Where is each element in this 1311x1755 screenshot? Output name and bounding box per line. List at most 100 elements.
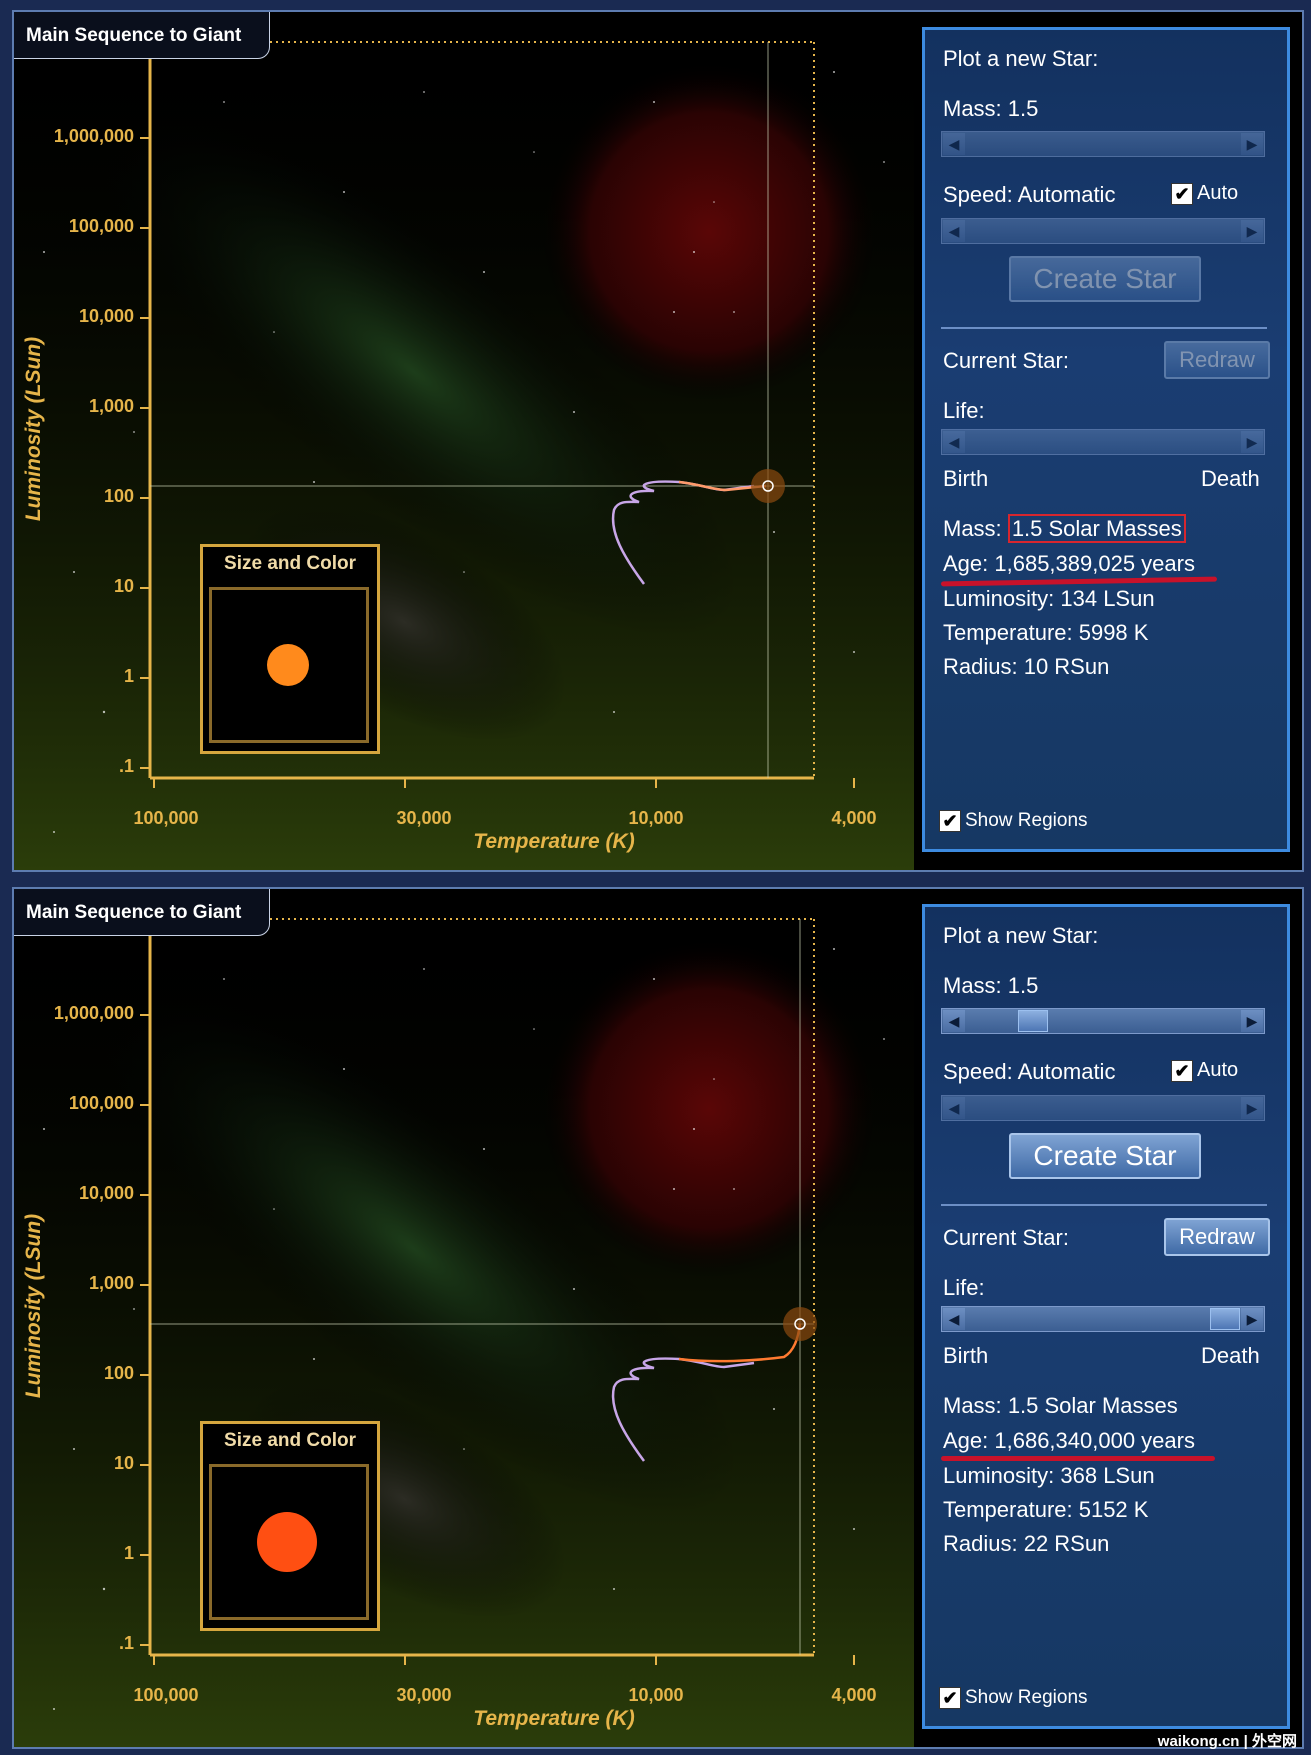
redraw-button[interactable]: Redraw xyxy=(1164,1218,1270,1256)
simulation-frame-1: Main Sequence to Giant Luminosity (LSun)… xyxy=(12,10,1304,872)
slider-right-arrow-icon[interactable]: ▶ xyxy=(1241,1097,1263,1119)
control-panel: Plot a new Star: Mass: 1.5 ◀ ▶ Speed: Au… xyxy=(922,27,1290,852)
star-radius-readout: Radius: 22 RSun xyxy=(943,1531,1110,1556)
x-tick-label: 10,000 xyxy=(628,1685,684,1705)
star-mass-readout: Mass: 1.5 Solar Masses xyxy=(943,1393,1178,1418)
auto-checkbox[interactable]: ✔ Auto xyxy=(1171,1059,1238,1082)
life-slider[interactable]: ◀ ▶ xyxy=(941,1306,1265,1332)
highlighted-mass-value: 1.5 Solar Masses xyxy=(1007,514,1186,543)
background-stars xyxy=(43,948,885,1710)
birth-label: Birth xyxy=(943,1343,989,1368)
y-tick-label: 10 xyxy=(113,1453,134,1473)
mass-slider[interactable]: ◀ ▶ xyxy=(941,131,1265,157)
show-regions-checkbox[interactable]: ✔ Show Regions xyxy=(939,1687,1088,1709)
slider-right-arrow-icon[interactable]: ▶ xyxy=(1241,220,1263,242)
slider-left-arrow-icon[interactable]: ◀ xyxy=(943,1097,965,1119)
x-tick-label: 4,000 xyxy=(831,808,877,828)
giant-region xyxy=(539,62,879,402)
star-mass-readout: Mass: 1.5 Solar Masses xyxy=(943,514,1186,543)
create-star-button[interactable]: Create Star xyxy=(1009,256,1201,302)
slider-right-arrow-icon[interactable]: ▶ xyxy=(1241,1010,1263,1032)
hr-diagram-area: Main Sequence to Giant Luminosity (LSun)… xyxy=(14,889,914,1747)
checkmark-icon[interactable]: ✔ xyxy=(1171,182,1193,205)
redraw-button[interactable]: Redraw xyxy=(1164,341,1270,379)
x-tick-label: 30,000 xyxy=(396,1685,452,1705)
mass-slider-label: Mass: 1.5 xyxy=(943,96,1039,121)
age-underline xyxy=(940,576,1218,587)
create-star-button[interactable]: Create Star xyxy=(1009,1133,1201,1179)
y-tick-label: 1,000 xyxy=(88,1273,134,1293)
size-and-color-box: Size and Color xyxy=(200,544,380,754)
mass-slider-thumb[interactable] xyxy=(1018,1010,1048,1032)
y-tick-label: 1,000,000 xyxy=(53,1003,134,1023)
star-age-readout: Age: 1,685,389,025 years xyxy=(943,551,1195,576)
watermark: waikong.cn | 外空网 xyxy=(1157,1733,1297,1750)
background-stars xyxy=(43,71,885,833)
current-star-marker xyxy=(751,469,785,503)
x-tick-label: 100,000 xyxy=(133,808,199,828)
star-radius-readout: Radius: 10 RSun xyxy=(943,654,1110,679)
life-slider[interactable]: ◀ ▶ xyxy=(941,429,1265,455)
hr-diagram-area: Main Sequence to Giant Luminosity (LSun)… xyxy=(14,12,914,870)
y-tick-label: 100 xyxy=(103,1363,134,1383)
slider-left-arrow-icon[interactable]: ◀ xyxy=(943,431,965,453)
current-star-heading: Current Star: xyxy=(943,1225,1069,1250)
star-preview-dot xyxy=(257,1512,317,1572)
birth-label: Birth xyxy=(943,466,989,491)
simulation-frame-2: Main Sequence to Giant Luminosity (LSun)… xyxy=(12,887,1304,1749)
star-temperature-readout: Temperature: 5998 K xyxy=(943,620,1149,645)
life-label: Life: xyxy=(943,398,985,423)
checkmark-icon[interactable]: ✔ xyxy=(1171,1059,1193,1082)
slider-left-arrow-icon[interactable]: ◀ xyxy=(943,1308,965,1330)
main-sequence-region xyxy=(88,105,740,639)
mass-slider[interactable]: ◀ ▶ xyxy=(941,1008,1265,1034)
y-tick-label: .1 xyxy=(118,1633,134,1653)
hr-diagram-background xyxy=(14,12,914,870)
death-label: Death xyxy=(1201,1343,1260,1368)
slider-left-arrow-icon[interactable]: ◀ xyxy=(943,1010,965,1032)
y-tick-label: 100 xyxy=(103,486,134,506)
life-label: Life: xyxy=(943,1275,985,1300)
slider-left-arrow-icon[interactable]: ◀ xyxy=(943,220,965,242)
checkmark-icon[interactable]: ✔ xyxy=(939,1687,961,1709)
y-tick-label: 1,000 xyxy=(88,396,134,416)
star-age-readout: Age: 1,686,340,000 years xyxy=(943,1428,1195,1453)
y-tick-label: 100,000 xyxy=(68,216,134,236)
y-tick-label: 10,000 xyxy=(78,306,134,326)
size-box-title: Size and Color xyxy=(224,1430,356,1451)
speed-label: Speed: Automatic xyxy=(943,1059,1116,1084)
hr-diagram-background xyxy=(14,889,914,1747)
slider-right-arrow-icon[interactable]: ▶ xyxy=(1241,1308,1263,1330)
star-luminosity-readout: Luminosity: 134 LSun xyxy=(943,586,1155,611)
plot-new-star-heading: Plot a new Star: xyxy=(943,46,1099,71)
speed-slider[interactable]: ◀ ▶ xyxy=(941,218,1265,244)
current-star-heading: Current Star: xyxy=(943,348,1069,373)
checkmark-icon[interactable]: ✔ xyxy=(939,810,961,832)
slider-left-arrow-icon[interactable]: ◀ xyxy=(943,133,965,155)
show-regions-checkbox[interactable]: ✔ Show Regions xyxy=(939,810,1088,832)
current-star-marker xyxy=(783,1307,817,1341)
size-and-color-box: Size and Color xyxy=(200,1421,380,1631)
sim-title-tab: Main Sequence to Giant xyxy=(14,889,270,936)
y-tick-label: 1 xyxy=(123,666,134,686)
y-tick-label: 100,000 xyxy=(68,1093,134,1113)
speed-slider[interactable]: ◀ ▶ xyxy=(941,1095,1265,1121)
life-slider-thumb[interactable] xyxy=(1210,1308,1240,1330)
y-tick-label: 10,000 xyxy=(78,1183,134,1203)
slider-right-arrow-icon[interactable]: ▶ xyxy=(1241,133,1263,155)
main-sequence-region xyxy=(88,982,740,1516)
y-tick-label: 1 xyxy=(123,1543,134,1563)
y-tick-label: 1,000,000 xyxy=(53,126,134,146)
plot-new-star-heading: Plot a new Star: xyxy=(943,923,1099,948)
x-tick-label: 100,000 xyxy=(133,1685,199,1705)
mass-slider-label: Mass: 1.5 xyxy=(943,973,1039,998)
slider-right-arrow-icon[interactable]: ▶ xyxy=(1241,431,1263,453)
auto-checkbox[interactable]: ✔ Auto xyxy=(1171,182,1238,205)
y-tick-label: 10 xyxy=(113,576,134,596)
control-panel: Plot a new Star: Mass: 1.5 ◀ ▶ Speed: Au… xyxy=(922,904,1290,1729)
x-tick-label: 4,000 xyxy=(831,1685,877,1705)
star-preview-dot xyxy=(267,644,309,686)
giant-region xyxy=(539,939,879,1279)
size-box-title: Size and Color xyxy=(224,553,356,574)
star-luminosity-readout: Luminosity: 368 LSun xyxy=(943,1463,1155,1488)
